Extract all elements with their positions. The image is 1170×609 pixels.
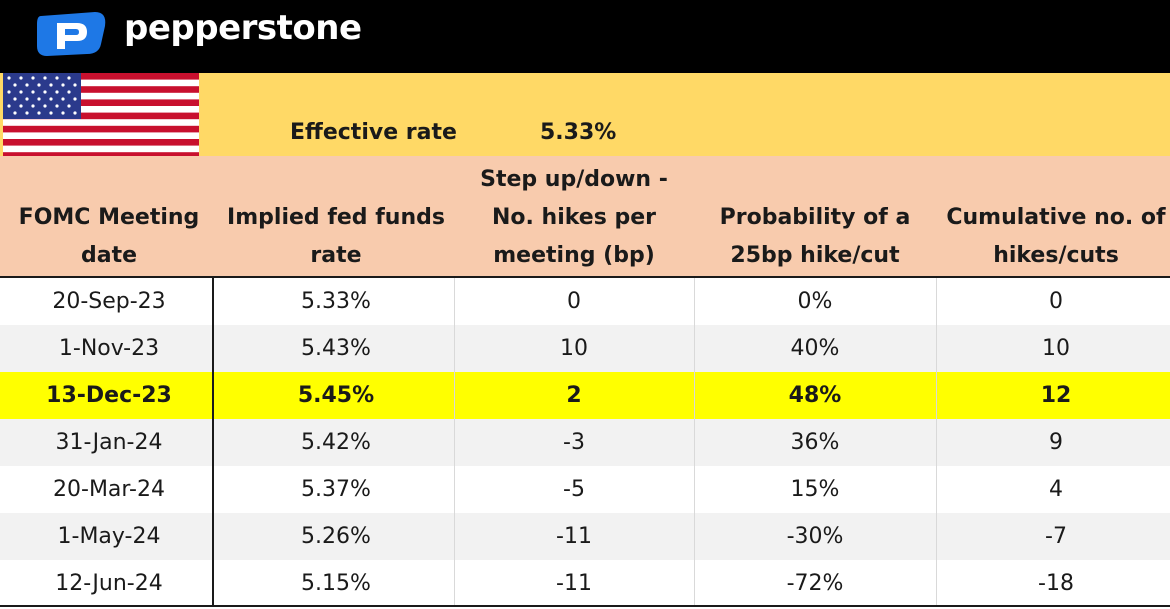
- step-cell: -11: [556, 571, 592, 596]
- table-row-highlighted: 13-Dec-23 5.45% 2 48% 12: [0, 372, 1170, 419]
- implied-rate-cell: 5.26%: [301, 524, 371, 549]
- table-bottom-border: [0, 605, 1170, 607]
- us-flag-icon: [3, 73, 199, 159]
- table-row: 12-Jun-24 5.15% -11 -72% -18: [0, 560, 1170, 607]
- implied-rate-cell: 5.37%: [301, 477, 371, 502]
- probability-cell: 48%: [788, 383, 842, 408]
- brand-bar: pepperstone: [0, 0, 1170, 73]
- table-row: 1-May-24 5.26% -11 -30% -7: [0, 513, 1170, 560]
- step-cell: -3: [563, 430, 585, 455]
- meeting-date-cell: 20-Mar-24: [53, 477, 165, 502]
- step-cell: 10: [560, 336, 588, 361]
- column-header-implied-rate: Implied fed funds rate: [227, 205, 445, 268]
- cumulative-cell: 0: [1049, 289, 1063, 314]
- meeting-date-cell: 1-Nov-23: [58, 336, 160, 361]
- effective-rate-value: 5.33%: [540, 120, 617, 145]
- meeting-date-cell: 13-Dec-23: [46, 383, 172, 408]
- probability-cell: 36%: [790, 430, 840, 455]
- meeting-date-cell: 1-May-24: [57, 524, 161, 549]
- probability-cell: -30%: [786, 524, 844, 549]
- probability-cell: 15%: [790, 477, 840, 502]
- column-divider: [454, 278, 455, 607]
- pepperstone-logo-icon: [37, 12, 106, 56]
- column-header-meeting-date: FOMC Meeting date: [18, 205, 200, 268]
- table-body: 20-Sep-23 5.33% 0 0% 0 1-Nov-23 5.43% 10…: [0, 278, 1170, 607]
- cumulative-cell: 4: [1049, 477, 1063, 502]
- column-divider: [694, 278, 695, 607]
- column-header-cumulative: Cumulative no. of hikes/cuts: [946, 205, 1166, 268]
- table-row: 31-Jan-24 5.42% -3 36% 9: [0, 419, 1170, 466]
- table-row: 1-Nov-23 5.43% 10 40% 10: [0, 325, 1170, 372]
- probability-cell: -72%: [786, 571, 844, 596]
- brand-name: pepperstone: [124, 8, 362, 48]
- implied-rate-cell: 5.33%: [301, 289, 371, 314]
- table-row: 20-Sep-23 5.33% 0 0% 0: [0, 278, 1170, 325]
- implied-rate-cell: 5.42%: [301, 430, 371, 455]
- probability-cell: 0%: [797, 289, 833, 314]
- cumulative-cell: 12: [1040, 383, 1072, 408]
- meeting-date-cell: 20-Sep-23: [52, 289, 166, 314]
- cumulative-cell: 10: [1042, 336, 1070, 361]
- implied-rate-cell: 5.15%: [301, 571, 371, 596]
- meeting-date-cell: 12-Jun-24: [55, 571, 163, 596]
- cumulative-cell: -7: [1045, 524, 1067, 549]
- table-header: [0, 156, 1170, 277]
- implied-rate-cell: 5.43%: [301, 336, 371, 361]
- column-divider: [212, 278, 214, 607]
- step-cell: 0: [567, 289, 581, 314]
- step-cell: -5: [563, 477, 585, 502]
- cumulative-cell: 9: [1049, 430, 1063, 455]
- column-header-probability: Probability of a 25bp hike/cut: [719, 205, 911, 268]
- step-cell: -11: [556, 524, 592, 549]
- table-row: 20-Mar-24 5.37% -5 15% 4: [0, 466, 1170, 513]
- effective-rate-label: Effective rate: [290, 120, 457, 145]
- header-divider: [0, 276, 1170, 278]
- cumulative-cell: -18: [1038, 571, 1074, 596]
- column-divider: [936, 278, 937, 607]
- probability-cell: 40%: [790, 336, 840, 361]
- implied-rate-cell: 5.45%: [297, 383, 375, 408]
- column-header-step: Step up/down - No. hikes per meeting (bp…: [480, 167, 668, 268]
- meeting-date-cell: 31-Jan-24: [55, 430, 163, 455]
- step-cell: 2: [566, 383, 582, 408]
